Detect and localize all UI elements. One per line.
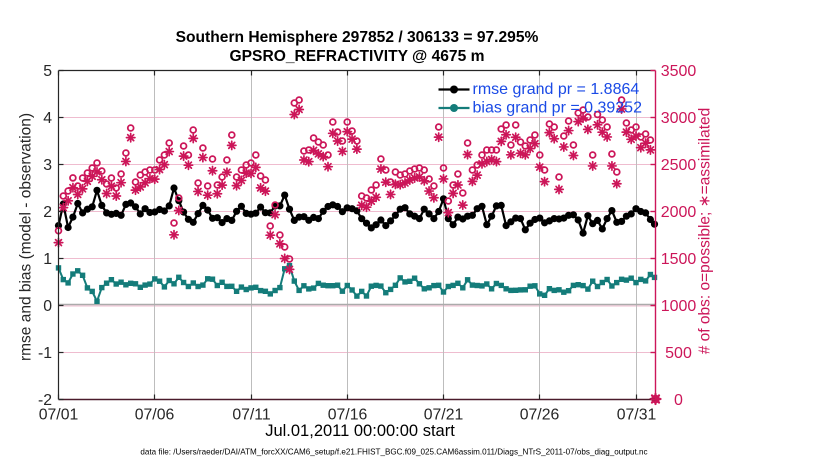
svg-text:2: 2 xyxy=(43,204,52,221)
svg-text:1: 1 xyxy=(43,251,52,268)
svg-text:07/26: 07/26 xyxy=(520,407,560,424)
svg-text:-2: -2 xyxy=(38,392,52,409)
svg-text:2000: 2000 xyxy=(661,204,697,221)
svg-text:1500: 1500 xyxy=(661,251,697,268)
svg-text:2500: 2500 xyxy=(661,157,697,174)
svg-text:3000: 3000 xyxy=(661,110,697,127)
svg-text:bias grand pr = 0.39252: bias grand pr = 0.39252 xyxy=(473,100,643,117)
svg-text:Southern Hemisphere 297852 / 3: Southern Hemisphere 297852 / 306133 = 97… xyxy=(176,29,539,46)
svg-text:-1: -1 xyxy=(38,345,52,362)
svg-text:0: 0 xyxy=(43,298,52,315)
svg-text:GPSRO_REFRACTIVITY @ 4675 m: GPSRO_REFRACTIVITY @ 4675 m xyxy=(230,48,485,65)
svg-text:07/01: 07/01 xyxy=(39,407,79,424)
svg-text:07/31: 07/31 xyxy=(617,407,657,424)
svg-text:1000: 1000 xyxy=(661,298,697,315)
svg-text:rmse and bias (model - observa: rmse and bias (model - observation) xyxy=(18,113,35,361)
svg-text:07/06: 07/06 xyxy=(135,407,175,424)
svg-text:Jul.01,2011 00:00:00 start: Jul.01,2011 00:00:00 start xyxy=(265,422,455,440)
svg-text:07/11: 07/11 xyxy=(232,407,271,424)
svg-text:07/21: 07/21 xyxy=(424,407,464,424)
svg-text:data file: /Users/raeder/DAI/A: data file: /Users/raeder/DAI/ATM_forcXX/… xyxy=(140,448,647,457)
svg-text:07/16: 07/16 xyxy=(328,407,368,424)
svg-text:500: 500 xyxy=(665,345,692,362)
svg-text:0: 0 xyxy=(674,392,683,409)
svg-text:3: 3 xyxy=(43,157,52,174)
svg-text:rmse grand pr = 1.8864: rmse grand pr = 1.8864 xyxy=(473,81,640,98)
svg-text:# of obs: o=possible; ∗=assimi: # of obs: o=possible; ∗=assimilated xyxy=(697,108,714,355)
svg-text:5: 5 xyxy=(43,63,52,80)
svg-text:3500: 3500 xyxy=(661,63,697,80)
svg-text:4: 4 xyxy=(43,110,52,127)
